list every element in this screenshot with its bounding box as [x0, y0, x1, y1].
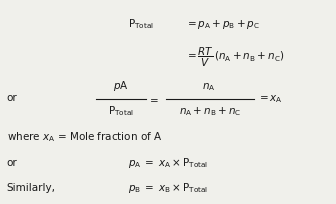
Text: $=$: $=$ — [147, 94, 159, 104]
Text: $p_\mathrm{B}\; = \;x_\mathrm{B} \times \mathrm{P_{Total}}$: $p_\mathrm{B}\; = \;x_\mathrm{B} \times … — [128, 181, 208, 195]
Text: $p\mathrm{A}$: $p\mathrm{A}$ — [113, 79, 129, 93]
Text: $\mathrm{P_{Total}}$: $\mathrm{P_{Total}}$ — [108, 104, 134, 118]
Text: $= p_\mathrm{A} + p_\mathrm{B} + p_\mathrm{C}$: $= p_\mathrm{A} + p_\mathrm{B} + p_\math… — [185, 18, 260, 31]
Text: $= x_\mathrm{A}$: $= x_\mathrm{A}$ — [257, 93, 283, 105]
Text: $= \dfrac{RT}{V}\,(n_\mathrm{A} + n_\mathrm{B} + n_\mathrm{C})$: $= \dfrac{RT}{V}\,(n_\mathrm{A} + n_\mat… — [185, 45, 284, 69]
Text: $p_\mathrm{A}\; = \;x_\mathrm{A} \times \mathrm{P_{Total}}$: $p_\mathrm{A}\; = \;x_\mathrm{A} \times … — [128, 156, 208, 170]
Text: $n_\mathrm{A} + n_\mathrm{B} + n_\mathrm{C}$: $n_\mathrm{A} + n_\mathrm{B} + n_\mathrm… — [179, 105, 241, 118]
Text: $\mathrm{P_{Total}}$: $\mathrm{P_{Total}}$ — [128, 18, 154, 31]
Text: Similarly,: Similarly, — [7, 183, 56, 193]
Text: or: or — [7, 93, 17, 103]
Text: $n_\mathrm{A}$: $n_\mathrm{A}$ — [202, 81, 215, 93]
Text: where $x_\mathrm{A}$ = Mole fraction of A: where $x_\mathrm{A}$ = Mole fraction of … — [7, 130, 162, 144]
Text: or: or — [7, 158, 17, 168]
